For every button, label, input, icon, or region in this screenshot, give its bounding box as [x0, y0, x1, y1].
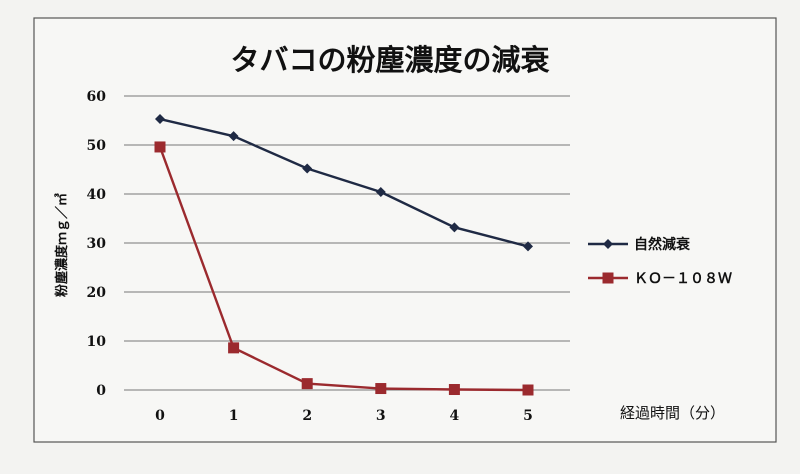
gridlines [124, 95, 570, 391]
x-tick-label: 2 [302, 408, 312, 424]
y-tick-label: 60 [87, 89, 107, 105]
data-point [228, 131, 239, 142]
data-point [154, 141, 166, 153]
data-point [301, 378, 313, 390]
legend-label: ＫＯ－１０８Ｗ [634, 271, 732, 287]
y-tick-label: 40 [87, 187, 107, 203]
data-point [302, 163, 313, 174]
legend-marker [603, 239, 613, 249]
x-tick-label: 3 [376, 408, 386, 424]
y-tick-label: 0 [96, 383, 106, 399]
legend-item: 自然減衰 [588, 236, 691, 253]
chart-frame [33, 17, 777, 443]
data-point [228, 342, 240, 354]
data-point [523, 241, 533, 252]
series-line [158, 146, 529, 392]
y-tick-label: 30 [87, 236, 107, 252]
series-2 [154, 141, 534, 396]
data-point [375, 383, 387, 395]
series-1 [155, 114, 533, 252]
x-tick-label: 1 [229, 408, 239, 424]
legend-label: 自然減衰 [634, 236, 691, 253]
y-axis-tick-labels: 0 10 20 30 40 50 60 [87, 89, 107, 399]
data-point [375, 187, 386, 198]
y-axis-label: 粉塵濃度ｍｇ／㎥ [54, 193, 70, 297]
chart-title: タバコの粉塵濃度の減衰 [230, 43, 550, 77]
series-line [159, 117, 529, 248]
data-point [449, 222, 460, 233]
legend: 自然減衰 ＫＯ－１０８Ｗ [588, 236, 732, 287]
x-tick-label: 0 [155, 408, 165, 424]
x-axis-label: 経過時間（分） [620, 404, 725, 422]
y-tick-label: 10 [87, 334, 107, 350]
data-point [522, 384, 534, 396]
y-tick-label: 20 [87, 285, 107, 301]
x-tick-label: 5 [523, 408, 533, 424]
data-point [155, 114, 165, 125]
legend-marker [602, 272, 614, 284]
legend-item: ＫＯ－１０８Ｗ [588, 271, 732, 287]
series-layer [154, 114, 534, 396]
x-axis-tick-labels: 0 1 2 3 4 5 [155, 408, 533, 424]
data-point [448, 384, 460, 396]
y-tick-label: 50 [87, 138, 107, 154]
x-tick-label: 4 [450, 408, 460, 424]
